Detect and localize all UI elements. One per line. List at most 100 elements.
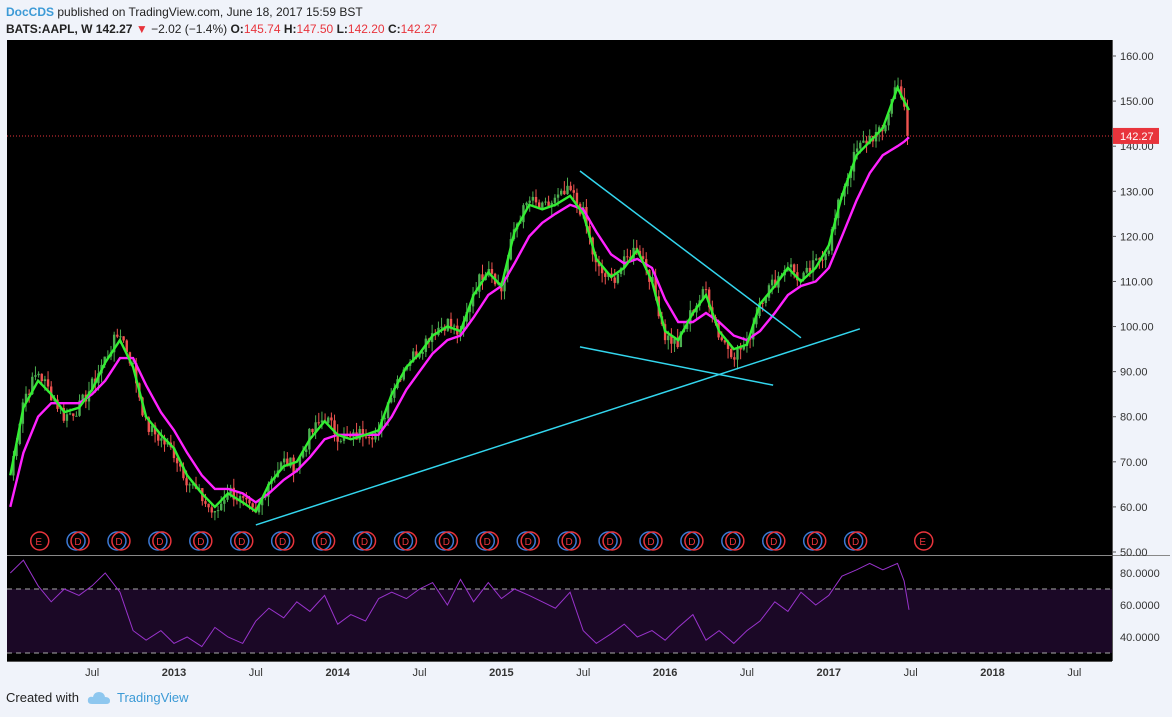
marker-label: D xyxy=(525,537,532,548)
candle-body xyxy=(147,417,150,432)
dividend-marker-icon[interactable] xyxy=(516,531,536,551)
earnings-marker-icon[interactable] xyxy=(274,531,295,551)
earnings-marker-icon[interactable] xyxy=(356,531,377,551)
earnings-marker-icon[interactable] xyxy=(193,531,213,551)
marker-label: D xyxy=(688,537,695,548)
candle-body xyxy=(37,373,40,376)
candle-body xyxy=(24,393,28,403)
author-name[interactable]: DocCDS xyxy=(6,5,55,19)
earnings-marker-icon[interactable] xyxy=(602,531,622,551)
candle-body xyxy=(46,379,50,387)
dividend-marker-icon[interactable] xyxy=(802,531,823,551)
earnings-marker-icon[interactable] xyxy=(561,531,581,551)
dividend-marker-icon[interactable] xyxy=(434,531,455,551)
trendline[interactable] xyxy=(579,170,802,339)
earnings-marker-icon[interactable] xyxy=(847,531,868,551)
candle-body xyxy=(446,318,450,331)
candle-body xyxy=(216,510,220,512)
candle-body xyxy=(43,379,47,382)
candle-body xyxy=(818,258,821,260)
candle-body xyxy=(440,326,443,328)
marker-label: D xyxy=(402,537,409,548)
earnings-marker-icon[interactable] xyxy=(70,531,90,551)
trendline[interactable] xyxy=(255,328,861,526)
rsi-line xyxy=(9,559,910,648)
candle-body xyxy=(723,340,727,343)
dividend-marker-icon[interactable] xyxy=(189,531,209,551)
earnings-marker-icon[interactable] xyxy=(684,531,704,551)
price-tick-label: 80.00 xyxy=(1120,412,1148,424)
dividend-marker-icon[interactable] xyxy=(107,531,127,551)
dividend-marker-icon[interactable] xyxy=(229,531,250,551)
earnings-marker-icon[interactable] xyxy=(233,531,254,551)
earnings-marker-icon[interactable] xyxy=(725,531,745,551)
marker-label: D xyxy=(852,537,859,548)
candle-body xyxy=(811,260,815,273)
candle-body xyxy=(670,335,673,344)
candle-body xyxy=(537,202,541,208)
earnings-marker-icon[interactable] xyxy=(479,531,500,551)
earnings-marker-icon[interactable] xyxy=(766,531,786,551)
candle-body xyxy=(72,413,75,416)
candle-body xyxy=(257,505,261,513)
low-value: 142.20 xyxy=(347,22,385,36)
dividend-marker-icon[interactable] xyxy=(598,531,618,551)
earnings-marker-icon[interactable] xyxy=(643,531,663,551)
dividend-marker-icon[interactable] xyxy=(393,531,414,551)
last-price: 142.27 xyxy=(95,22,133,36)
candle-body xyxy=(330,417,333,421)
dividend-marker-icon[interactable] xyxy=(352,531,373,551)
earnings-marker-icon[interactable] xyxy=(397,531,418,551)
dividend-marker-icon[interactable] xyxy=(557,531,577,551)
dividend-marker-icon[interactable] xyxy=(66,531,86,551)
candle-body xyxy=(393,387,396,398)
last-price-badge xyxy=(1113,127,1159,144)
candle-body xyxy=(12,456,15,476)
candle-body xyxy=(75,415,78,417)
open-value: 145.74 xyxy=(243,22,281,36)
candle-body xyxy=(153,425,157,435)
dividend-marker-icon[interactable] xyxy=(475,531,496,551)
dividend-marker-icon[interactable] xyxy=(721,531,741,551)
candle-body xyxy=(859,142,862,149)
earnings-marker-icon[interactable] xyxy=(315,531,336,551)
open-label: O: xyxy=(230,22,244,36)
candle-body xyxy=(752,324,755,340)
marker-label: D xyxy=(484,537,491,548)
earnings-marker-icon[interactable] xyxy=(913,531,934,551)
candle-body xyxy=(116,334,119,337)
candle-body xyxy=(185,478,188,486)
earnings-marker-icon[interactable] xyxy=(111,531,131,551)
main-pane[interactable] xyxy=(7,40,1112,555)
candle-body xyxy=(701,289,705,301)
earnings-marker-icon[interactable] xyxy=(29,531,50,551)
dividend-marker-icon[interactable] xyxy=(680,531,700,551)
candle-body xyxy=(547,201,550,207)
trendline[interactable] xyxy=(579,346,774,386)
tradingview-cloud-icon xyxy=(87,691,110,704)
candle-body xyxy=(805,267,808,273)
price-tick-label: 50.00 xyxy=(1120,547,1148,559)
rsi-band-fill xyxy=(7,589,1112,653)
time-tick-label: 2015 xyxy=(489,667,513,679)
marker-label: D xyxy=(770,537,777,548)
candle-body xyxy=(616,273,620,283)
dividend-marker-icon[interactable] xyxy=(311,531,332,551)
dividend-marker-icon[interactable] xyxy=(762,531,782,551)
price-tick-label: 70.00 xyxy=(1120,457,1148,469)
candle-body xyxy=(390,397,393,403)
tradingview-link[interactable]: TradingView xyxy=(87,690,189,705)
candle-body xyxy=(704,289,708,291)
candle-body xyxy=(550,202,553,207)
earnings-marker-icon[interactable] xyxy=(806,531,827,551)
dividend-marker-icon[interactable] xyxy=(270,531,291,551)
dividend-marker-icon[interactable] xyxy=(843,531,864,551)
candle-body xyxy=(421,351,424,354)
dividend-marker-icon[interactable] xyxy=(639,531,659,551)
earnings-marker-icon[interactable] xyxy=(438,531,459,551)
rsi-tick-label: 60.0000 xyxy=(1120,600,1160,612)
earnings-marker-icon[interactable] xyxy=(520,531,540,551)
earnings-marker-icon[interactable] xyxy=(152,531,172,551)
dividend-marker-icon[interactable] xyxy=(148,531,168,551)
